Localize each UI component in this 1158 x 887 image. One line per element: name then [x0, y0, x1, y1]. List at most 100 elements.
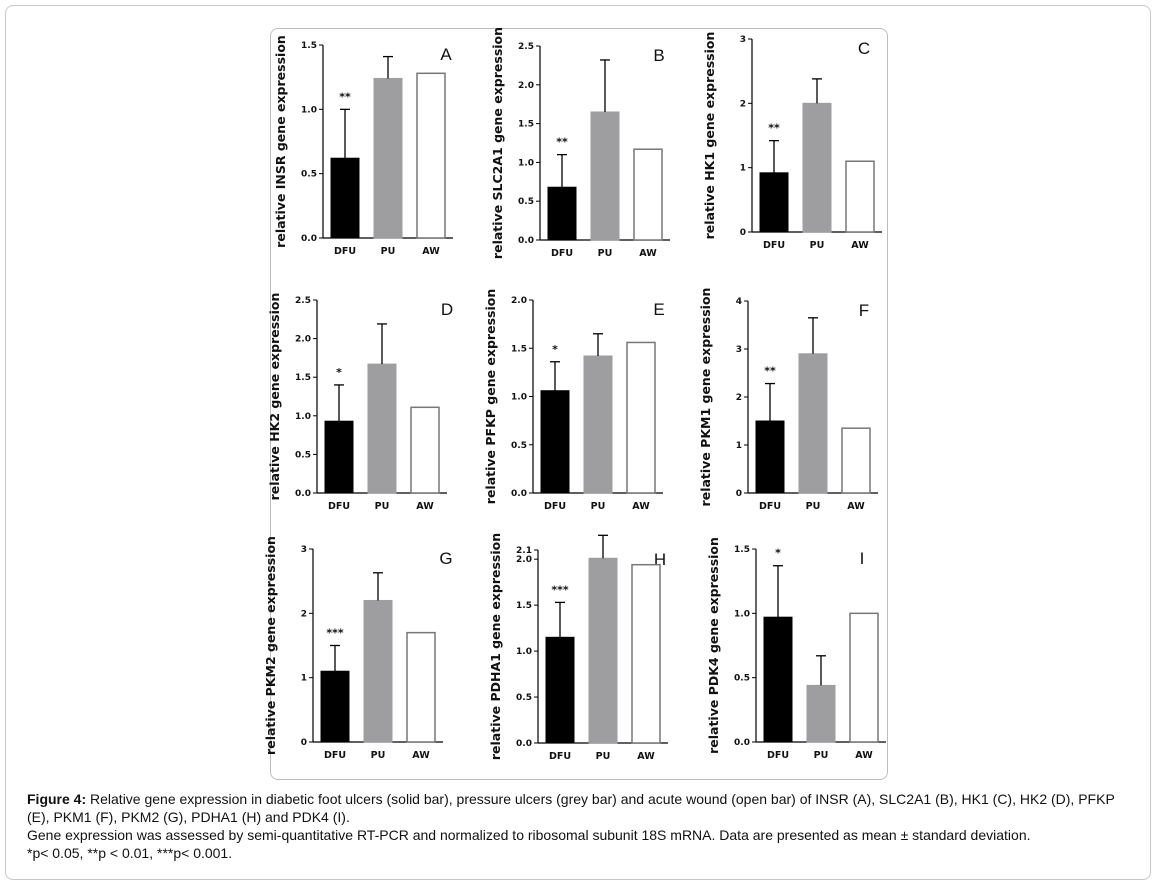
- chart-panel-d: 0.0 0.5 1.0 1.5 2.0 2.5 relative HK2 gene expr…: [267, 293, 453, 512]
- y-tick-label: 0.5: [734, 674, 750, 684]
- bar-aw: [416, 72, 446, 239]
- caption-line-3: *p< 0.05, **p < 0.01, ***p< 0.001.: [27, 845, 233, 861]
- bar-aw: [406, 631, 436, 743]
- bar-dfu: [759, 172, 789, 233]
- panel-letter: A: [440, 45, 452, 64]
- y-tick-label: 1: [736, 441, 742, 451]
- y-tick-label: 0.0: [518, 236, 534, 246]
- x-category-label: PU: [381, 246, 396, 257]
- y-tick-label: 2: [740, 99, 746, 109]
- bar-dfu: [545, 636, 575, 744]
- chart-panel-i: 0.0 0.5 1.0 1.5 relative PDK4 gene expressio…: [706, 537, 886, 761]
- y-tick-label: 1.5: [516, 601, 532, 611]
- x-category-label: DFU: [328, 501, 350, 512]
- bar-aw: [849, 612, 879, 743]
- x-category-label: PU: [596, 751, 611, 762]
- bar-pu: [802, 102, 832, 233]
- chart-panel-c: 0 1 2 3 relative HK1 gene expression C ** DFU PU…: [702, 32, 882, 251]
- panel-letter: G: [439, 549, 452, 568]
- x-category-label: PU: [598, 248, 613, 259]
- x-category-label: DFU: [334, 246, 356, 257]
- x-category-label: PU: [371, 750, 386, 761]
- y-tick-label: 2.0: [511, 296, 527, 306]
- significance-marker: **: [768, 122, 780, 135]
- chart-panel-g: 0 1 2 3 relative PKM2 gene expression G *** DFU…: [263, 536, 453, 761]
- y-tick-label: 2: [736, 393, 742, 403]
- significance-marker: **: [556, 136, 568, 149]
- chart-panel-e: 0.0 0.5 1.0 1.5 2.0 relative PFKP gene expres…: [483, 289, 665, 512]
- y-tick-label: 1.0: [301, 105, 317, 115]
- y-axis-label: relative PKM2 gene expression: [263, 536, 278, 755]
- y-axis-label: relative PKM1 gene expression: [698, 288, 713, 507]
- bar-aw: [631, 563, 661, 744]
- x-category-label: AW: [847, 501, 865, 512]
- y-tick-label: 4: [736, 297, 742, 307]
- x-category-label: PU: [814, 750, 829, 761]
- significance-marker: **: [339, 90, 351, 103]
- y-tick-label: 3: [301, 545, 307, 555]
- panel-letter: B: [653, 46, 664, 65]
- y-tick-label: 3: [740, 35, 746, 45]
- y-tick-label: 1.5: [301, 41, 317, 51]
- x-category-label: DFU: [544, 501, 566, 512]
- caption-line-1: Figure 4: Relative gene expression in di…: [27, 790, 1139, 826]
- y-tick-label: 1.0: [518, 158, 534, 168]
- panel-letter: I: [860, 549, 865, 568]
- x-category-label: AW: [412, 750, 430, 761]
- x-category-label: DFU: [759, 501, 781, 512]
- y-tick-label: 0: [301, 738, 307, 748]
- bar-aw: [633, 148, 663, 241]
- y-tick-label: 0.5: [516, 693, 532, 703]
- panel-letter: E: [653, 300, 664, 319]
- bar-dfu: [324, 420, 354, 494]
- x-category-label: DFU: [767, 750, 789, 761]
- caption-line-2: Gene expression was assessed by semi-qua…: [27, 827, 1031, 843]
- bar-pu: [373, 77, 403, 239]
- y-axis-label: relative INSR gene expression: [273, 35, 288, 248]
- y-tick-label: 0.5: [301, 170, 317, 180]
- y-tick-label: 1.0: [295, 412, 311, 422]
- y-tick-label: 1.0: [516, 647, 532, 657]
- significance-marker: ***: [551, 583, 569, 596]
- chart-panel-b: 0.0 0.5 1.0 1.5 2.0 2.5 relative SLC2A1 gene e…: [490, 27, 670, 259]
- bar-aw: [410, 406, 440, 494]
- x-category-label: DFU: [763, 240, 785, 251]
- y-tick-label: 0.0: [516, 739, 532, 749]
- y-tick-label: 1.5: [295, 373, 311, 383]
- chart-panel-a: 0.0 0.5 1.0 1.5 relative INSR gene expressio…: [273, 35, 453, 257]
- y-axis-label: relative HK2 gene expression: [267, 293, 282, 501]
- bar-pu: [583, 355, 613, 494]
- x-category-label: AW: [637, 751, 655, 762]
- y-tick-label: 1.5: [518, 120, 534, 130]
- caption-text-1: Relative gene expression in diabetic foo…: [27, 791, 1115, 825]
- significance-marker: *: [336, 366, 342, 379]
- bar-pu: [363, 599, 393, 743]
- y-tick-label: 0: [740, 228, 746, 238]
- bar-aw: [841, 427, 871, 494]
- chart-panel-f: 0 1 2 3 4 relative PKM1 gene expression F ** DFU…: [698, 288, 878, 512]
- significance-marker: ***: [326, 627, 344, 640]
- y-tick-label: 1.5: [511, 344, 527, 354]
- significance-marker: **: [764, 365, 776, 378]
- y-tick-label: 0.5: [295, 450, 311, 460]
- chart-panel-h: 0.0 0.5 1.0 1.5 2.02.1 relative PDHA1 gene ex…: [488, 533, 668, 762]
- x-category-label: AW: [851, 240, 869, 251]
- x-category-label: AW: [422, 246, 440, 257]
- x-category-label: DFU: [549, 751, 571, 762]
- x-category-label: DFU: [324, 750, 346, 761]
- y-tick-label: 0.0: [511, 489, 527, 499]
- bar-pu: [367, 363, 397, 494]
- y-axis-label: relative PFKP gene expression: [483, 289, 498, 504]
- y-tick-label: 2.0: [518, 81, 534, 91]
- figure-frame: [5, 5, 1151, 880]
- y-tick-label: 0.0: [295, 489, 311, 499]
- bar-dfu: [540, 390, 570, 494]
- y-tick-label: 1.0: [511, 393, 527, 403]
- y-tick-label: 0.5: [511, 441, 527, 451]
- bar-dfu: [763, 616, 793, 743]
- y-axis-label: relative HK1 gene expression: [702, 32, 717, 240]
- bar-aw: [626, 341, 656, 494]
- x-category-label: PU: [810, 240, 825, 251]
- bar-pu: [590, 111, 620, 241]
- y-tick-label: 3: [736, 345, 742, 355]
